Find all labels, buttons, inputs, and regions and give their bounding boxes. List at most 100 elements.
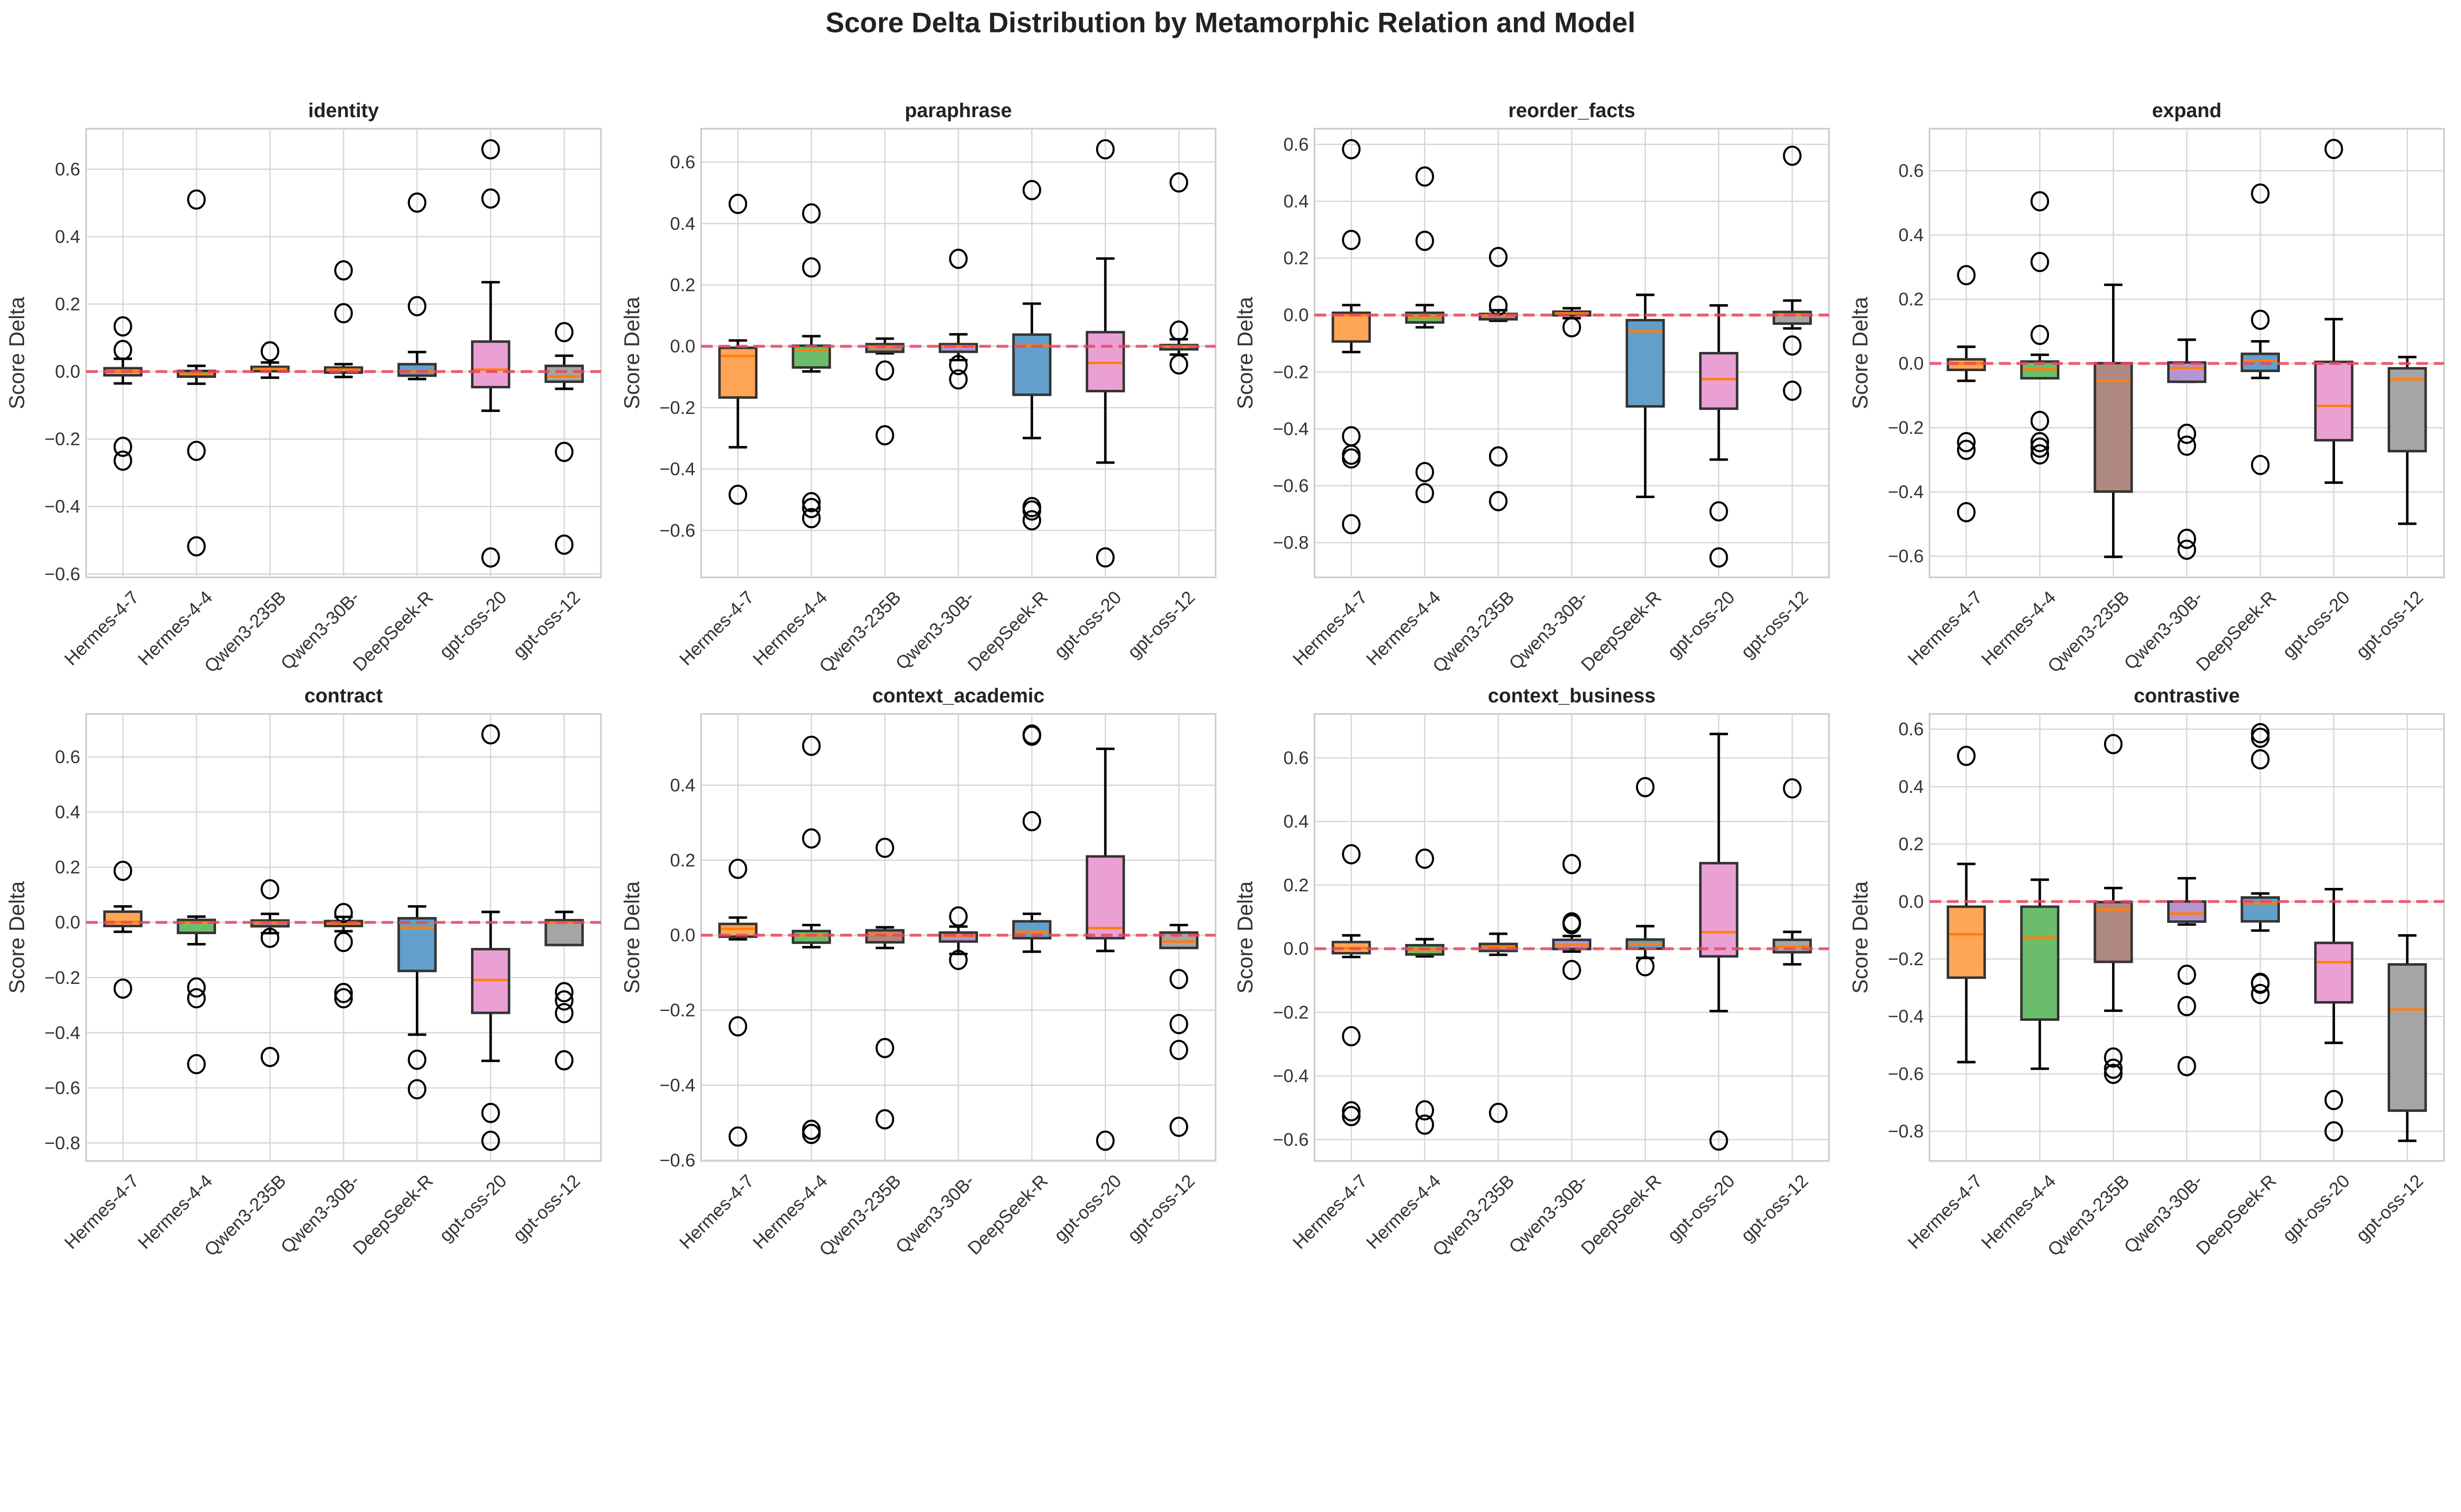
box-Qwen3-30B- bbox=[2167, 338, 2207, 560]
y-tick-label: −0.4 bbox=[660, 1075, 695, 1095]
outlier-point bbox=[260, 879, 280, 900]
outlier-point bbox=[481, 188, 500, 209]
outlier-point bbox=[1342, 1101, 1361, 1122]
outlier-point bbox=[1169, 1116, 1188, 1137]
y-tick-label: 0.0 bbox=[670, 336, 695, 356]
box-iqr bbox=[2020, 905, 2060, 1021]
outlier-point bbox=[187, 189, 206, 210]
outlier-point bbox=[1636, 777, 1655, 797]
outlier-point bbox=[2030, 432, 2050, 452]
outlier-point bbox=[728, 858, 748, 879]
box-DeepSeek-R bbox=[1625, 777, 1665, 976]
box-iqr bbox=[2093, 901, 2133, 963]
y-tick-label: −0.4 bbox=[44, 497, 80, 517]
box-Qwen3-235B bbox=[250, 341, 290, 379]
outlier-point bbox=[2324, 139, 2343, 159]
y-tick-label: −0.6 bbox=[44, 1078, 80, 1098]
outlier-point bbox=[2030, 437, 2050, 458]
outlier-point bbox=[949, 369, 968, 390]
box-DeepSeek-R bbox=[397, 905, 437, 1100]
y-axis-label: Score Delta bbox=[5, 296, 29, 409]
subplot-title: contrastive bbox=[2134, 684, 2240, 707]
y-tick-label: 0.0 bbox=[55, 913, 80, 933]
outlier-point bbox=[1096, 1130, 1115, 1151]
box-Hermes-4-4 bbox=[177, 189, 216, 557]
outlier-point bbox=[1342, 139, 1361, 159]
outlier-point bbox=[1169, 354, 1188, 375]
y-tick-label: 0.4 bbox=[670, 214, 695, 234]
outlier-point bbox=[1022, 725, 1041, 746]
outlier-point bbox=[802, 492, 821, 512]
outlier-point bbox=[408, 1079, 427, 1100]
y-tick-label: −0.6 bbox=[1888, 1064, 1924, 1084]
y-tick-label: 0.0 bbox=[1283, 939, 1308, 959]
y-tick-label: 0.2 bbox=[1283, 248, 1308, 268]
y-tick-label: −0.6 bbox=[1273, 1130, 1309, 1150]
outlier-point bbox=[1169, 1014, 1188, 1035]
y-tick-label: −0.2 bbox=[660, 398, 695, 418]
outlier-point bbox=[875, 837, 894, 858]
outlier-point bbox=[1022, 811, 1041, 832]
box-Qwen3-30B- bbox=[1552, 307, 1592, 338]
outlier-point bbox=[334, 988, 353, 1008]
subplot-title: contract bbox=[304, 684, 382, 707]
box-Qwen3-30B- bbox=[324, 260, 363, 378]
outlier-point bbox=[802, 203, 821, 224]
box-iqr bbox=[544, 919, 584, 946]
y-tick-label: −0.6 bbox=[1273, 476, 1309, 496]
outlier-point bbox=[728, 1016, 748, 1037]
y-tick-label: 0.2 bbox=[670, 275, 695, 295]
subplot-title: paraphrase bbox=[905, 99, 1012, 122]
outlier-point bbox=[334, 932, 353, 952]
box-gpt-oss-20 bbox=[1699, 732, 1738, 1151]
outlier-point bbox=[260, 341, 280, 362]
outlier-point bbox=[555, 990, 574, 1011]
box-iqr bbox=[2314, 360, 2354, 441]
outlier-point bbox=[555, 982, 574, 1003]
subplot-title: expand bbox=[2152, 99, 2221, 122]
outlier-point bbox=[1489, 247, 1508, 267]
outlier-point bbox=[2251, 727, 2270, 748]
box-iqr bbox=[791, 344, 831, 369]
outlier-point bbox=[2324, 1090, 2343, 1110]
outlier-point bbox=[1169, 969, 1188, 989]
box-iqr bbox=[471, 340, 510, 389]
outlier-point bbox=[2251, 749, 2270, 770]
outlier-point bbox=[555, 441, 574, 462]
outlier-point bbox=[1709, 501, 1728, 522]
outlier-point bbox=[2104, 1058, 2123, 1079]
outlier-point bbox=[1709, 1130, 1728, 1151]
y-tick-label: −0.6 bbox=[44, 564, 80, 584]
outlier-point bbox=[481, 139, 500, 159]
y-tick-label: −0.2 bbox=[44, 429, 80, 449]
outlier-point bbox=[260, 1046, 280, 1068]
y-tick-label: −0.8 bbox=[1273, 533, 1309, 553]
outlier-point bbox=[113, 316, 132, 337]
subplots: −0.6−0.4−0.20.00.20.40.6Hermes-4-7Hermes… bbox=[5, 99, 2445, 1260]
outlier-point bbox=[2030, 191, 2050, 212]
outlier-point bbox=[1415, 1114, 1434, 1135]
y-axis-label: Score Delta bbox=[1233, 881, 1258, 994]
outlier-point bbox=[113, 860, 132, 881]
outlier-point bbox=[1956, 432, 1976, 452]
y-tick-label: 0.4 bbox=[55, 802, 80, 822]
outlier-point bbox=[1342, 1026, 1361, 1046]
outlier-point bbox=[187, 977, 206, 998]
outlier-point bbox=[2251, 310, 2270, 330]
outlier-point bbox=[875, 1109, 894, 1130]
outlier-point bbox=[949, 354, 968, 376]
outlier-point bbox=[1022, 500, 1041, 521]
outlier-point bbox=[2104, 1064, 2123, 1084]
y-tick-label: −0.8 bbox=[44, 1133, 80, 1153]
outlier-point bbox=[2030, 444, 2050, 465]
y-axis-label: Score Delta bbox=[1233, 296, 1258, 409]
outlier-point bbox=[2251, 183, 2270, 204]
outlier-point bbox=[949, 906, 968, 927]
box-Hermes-4-7 bbox=[718, 193, 757, 505]
y-tick-label: 0.6 bbox=[1283, 748, 1308, 768]
y-tick-label: 0.2 bbox=[670, 850, 695, 870]
outlier-point bbox=[334, 303, 353, 324]
y-tick-label: 0.6 bbox=[1898, 719, 1924, 739]
box-gpt-oss-20 bbox=[1699, 304, 1738, 568]
y-tick-label: −0.4 bbox=[44, 1023, 80, 1043]
